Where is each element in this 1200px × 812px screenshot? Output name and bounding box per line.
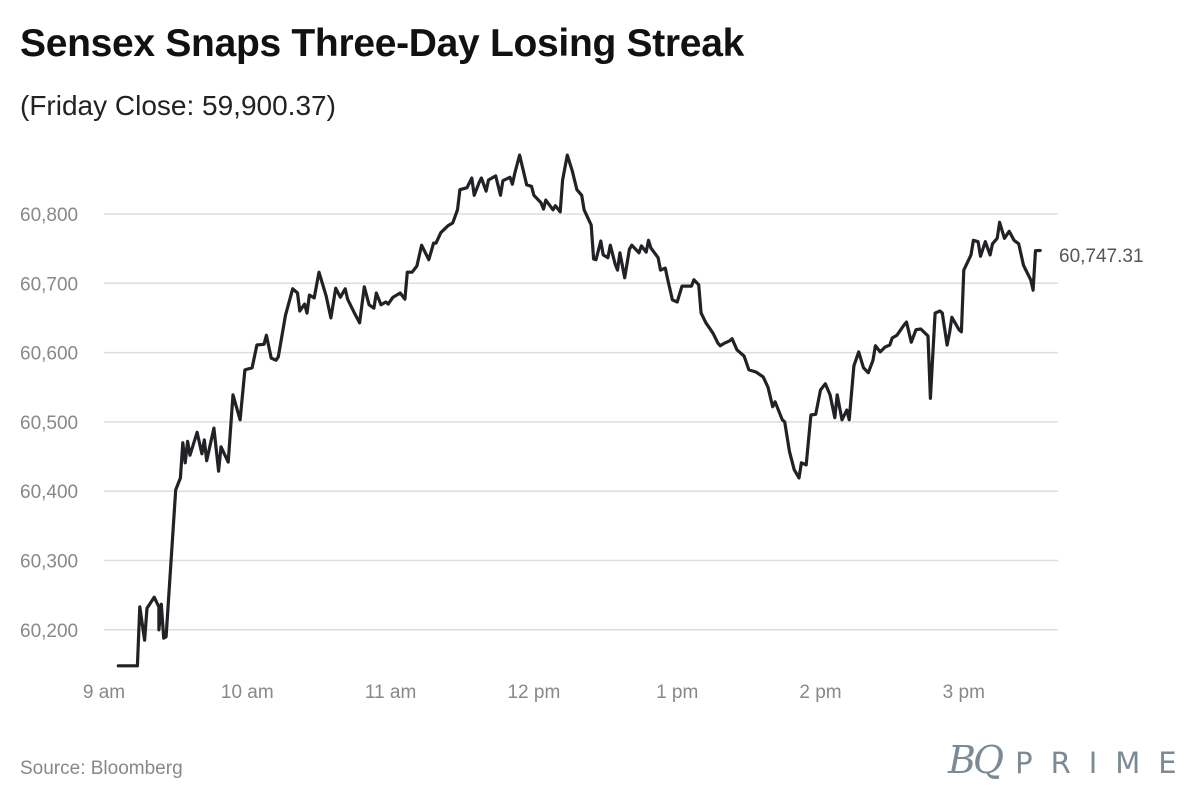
y-tick-label: 60,500 — [20, 413, 78, 434]
sensex-series-line — [116, 153, 1042, 668]
y-tick-label: 60,200 — [20, 621, 78, 642]
bq-prime-logo: BQ PRIME — [948, 738, 1195, 782]
x-tick-label: 11 am — [365, 682, 416, 703]
x-tick-label: 3 pm — [943, 682, 985, 703]
x-axis-ticks: 9 am 10 am 11 am 12 pm 1 pm 2 pm 3 pm — [83, 682, 985, 703]
end-value-label: 60,747.31 — [1059, 246, 1144, 267]
source-note: Source: Bloomberg — [20, 758, 183, 779]
logo-prime: PRIME — [1015, 746, 1195, 780]
chart-subtitle: (Friday Close: 59,900.37) — [20, 90, 336, 121]
y-tick-label: 60,300 — [20, 552, 78, 573]
logo-bq: BQ — [948, 738, 1004, 782]
x-tick-label: 1 pm — [656, 682, 698, 703]
y-tick-label: 60,800 — [20, 205, 78, 226]
y-axis-ticks: 60,200 60,300 60,400 60,500 60,600 60,700 60,8… — [20, 205, 78, 642]
y-tick-label: 60,400 — [20, 482, 78, 503]
gridlines — [104, 213, 1058, 631]
y-tick-label: 60,600 — [20, 344, 78, 365]
x-tick-label: 12 pm — [507, 682, 560, 703]
x-tick-label: 9 am — [83, 682, 125, 703]
x-tick-label: 10 am — [221, 682, 274, 703]
chart-title: Sensex Snaps Three-Day Losing Streak — [20, 22, 744, 65]
y-tick-label: 60,700 — [20, 274, 78, 295]
x-tick-label: 2 pm — [799, 682, 841, 703]
